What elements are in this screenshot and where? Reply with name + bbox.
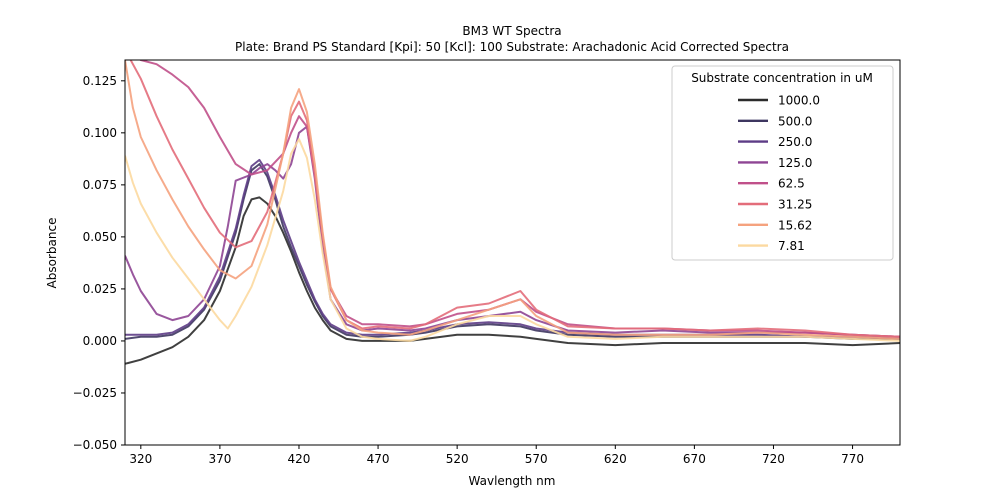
y-tick-label: 0.100 <box>83 126 117 140</box>
y-tick-label: 0.075 <box>83 178 117 192</box>
y-tick-label: 0.125 <box>83 74 117 88</box>
y-axis-label: Absorbance <box>45 218 59 289</box>
y-tick-label: −0.025 <box>73 386 117 400</box>
x-tick-label: 770 <box>841 452 864 466</box>
x-tick-label: 320 <box>129 452 152 466</box>
legend-title: Substrate concentration in uM <box>691 71 873 85</box>
legend-label: 15.62 <box>778 218 812 232</box>
legend-label: 250.0 <box>778 135 812 149</box>
x-tick-label: 420 <box>288 452 311 466</box>
series-line-15.62 <box>125 60 900 340</box>
x-tick-label: 470 <box>367 452 390 466</box>
y-tick-label: 0.025 <box>83 282 117 296</box>
legend-items: 1000.0 500.0 250.0 125.0 62.5 31.25 15.62 7.81 <box>738 94 820 253</box>
chart-title: BM3 WT Spectra <box>462 24 561 38</box>
x-tick-label: 370 <box>208 452 231 466</box>
legend-label: 125.0 <box>778 156 812 170</box>
y-tick-label: 0.050 <box>83 230 117 244</box>
series-lines <box>125 60 900 365</box>
x-tick-label: 570 <box>525 452 548 466</box>
plot-frame <box>124 59 901 446</box>
y-axis-ticks: −0.050 −0.025 0.000 0.025 0.050 0.075 0.100 0.1… <box>73 74 125 452</box>
x-tick-label: 720 <box>762 452 785 466</box>
y-tick-label: 0.000 <box>83 334 117 348</box>
y-tick-label: −0.050 <box>73 438 117 452</box>
legend-label: 7.81 <box>778 239 805 253</box>
x-tick-label: 520 <box>446 452 469 466</box>
series-line-500.0 <box>125 163 900 340</box>
legend-label: 31.25 <box>778 198 812 212</box>
series-line-1000.0 <box>125 196 900 365</box>
x-axis-ticks: 320 370 420 470 520 570 620 670 720 770 <box>129 445 864 466</box>
x-tick-label: 670 <box>683 452 706 466</box>
legend: Substrate concentration in uM 1000.0 500.… <box>671 65 894 261</box>
legend-label: 1000.0 <box>778 94 820 108</box>
x-axis-label: Wavlength nm <box>469 474 556 488</box>
series-line-7.81 <box>125 138 900 342</box>
x-tick-label: 620 <box>604 452 627 466</box>
legend-box <box>671 65 894 261</box>
chart-subtitle: Plate: Brand PS Standard [Kpi]: 50 [Kcl]… <box>235 40 789 54</box>
legend-label: 62.5 <box>778 177 805 191</box>
legend-label: 500.0 <box>778 114 812 128</box>
